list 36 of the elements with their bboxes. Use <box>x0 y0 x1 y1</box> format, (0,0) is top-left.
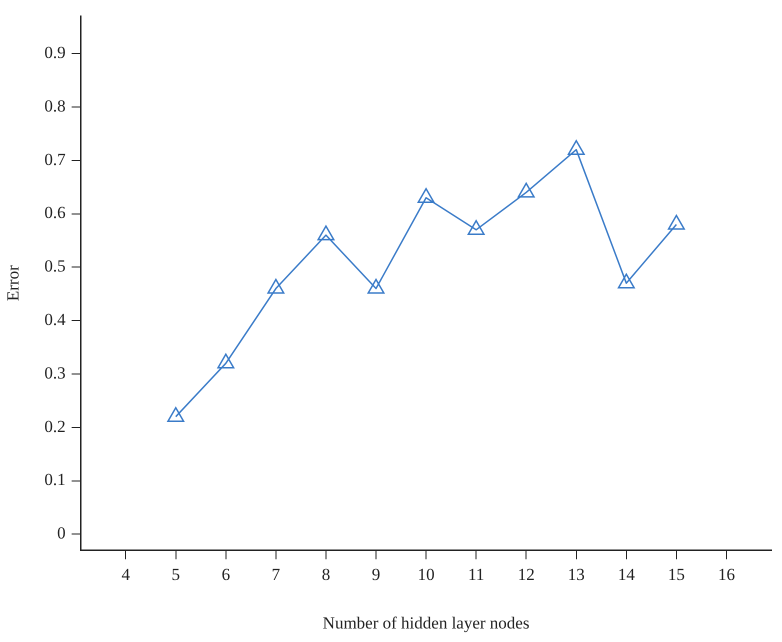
x-tick-label: 4 <box>121 564 130 584</box>
point <box>468 220 485 236</box>
y-tick-label: 0.3 <box>44 363 66 382</box>
x-tick-label: 10 <box>418 564 435 584</box>
x-tick-label: 5 <box>172 564 180 584</box>
x-tick-label: 7 <box>272 564 281 584</box>
x-tick-label: 15 <box>668 564 685 584</box>
y-tick-label: 0.9 <box>44 43 66 62</box>
x-tick-label: 8 <box>322 564 330 584</box>
y-tick-label: 0.6 <box>44 203 66 222</box>
x-tick-label: 12 <box>518 564 535 584</box>
x-tick-label: 11 <box>468 564 484 584</box>
point <box>518 182 535 198</box>
x-tick-label: 6 <box>222 564 230 584</box>
y-axis-title: Error <box>4 264 23 302</box>
y-tick-label: 0.4 <box>44 310 66 330</box>
x-tick-label: 14 <box>618 564 636 584</box>
point <box>418 188 435 204</box>
x-tick-label: 9 <box>372 564 380 584</box>
point <box>568 140 585 155</box>
y-tick-label: 0 <box>57 524 66 543</box>
point <box>618 273 635 288</box>
point <box>217 354 234 369</box>
y-tick-label: 0.7 <box>44 150 66 169</box>
point <box>668 214 685 230</box>
point <box>267 278 284 294</box>
y-tick-label: 0.8 <box>44 96 66 116</box>
point <box>367 278 385 294</box>
x-tick-label: 13 <box>568 564 585 584</box>
y-tick-label: 0.5 <box>44 256 66 276</box>
x-axis-title: Number of hidden layer nodes <box>322 613 530 632</box>
point <box>317 225 334 240</box>
point <box>167 406 184 422</box>
x-tick-label: 16 <box>718 564 735 584</box>
y-tick-label: 0.1 <box>44 470 66 490</box>
y-tick-label: 0.2 <box>44 416 66 436</box>
